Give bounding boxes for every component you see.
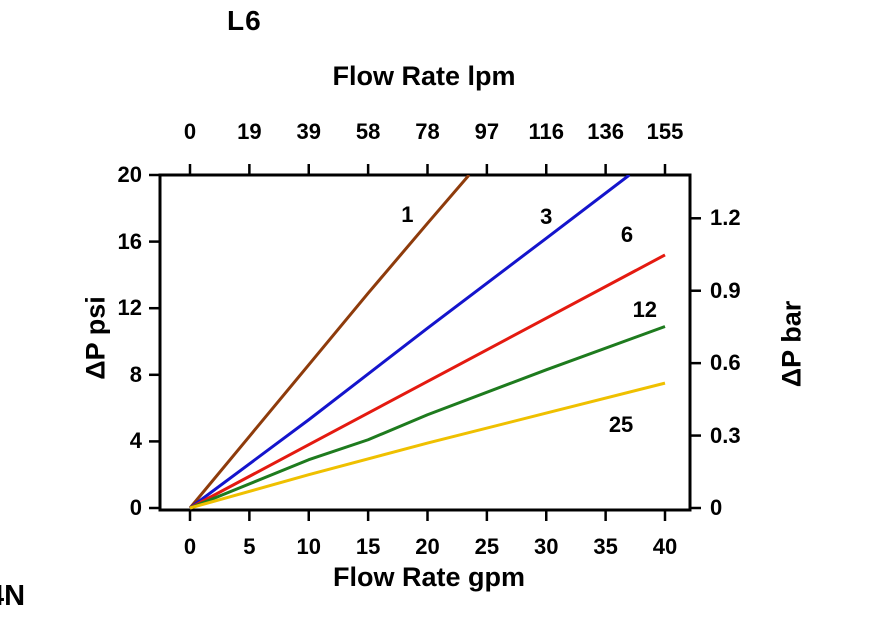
corner-part-text: 4N [0,580,26,612]
series-line-25 [189,381,666,510]
series-line-12 [189,325,666,510]
series-line-1 [188,175,471,509]
model-label: L6 [227,5,262,36]
plot-border [158,173,692,512]
series-line-6 [189,253,666,510]
series-line-3 [189,175,631,510]
top-axis-title: Flow Rate lpm [332,61,516,91]
bottom-axis-title: Flow Rate gpm [332,562,526,592]
